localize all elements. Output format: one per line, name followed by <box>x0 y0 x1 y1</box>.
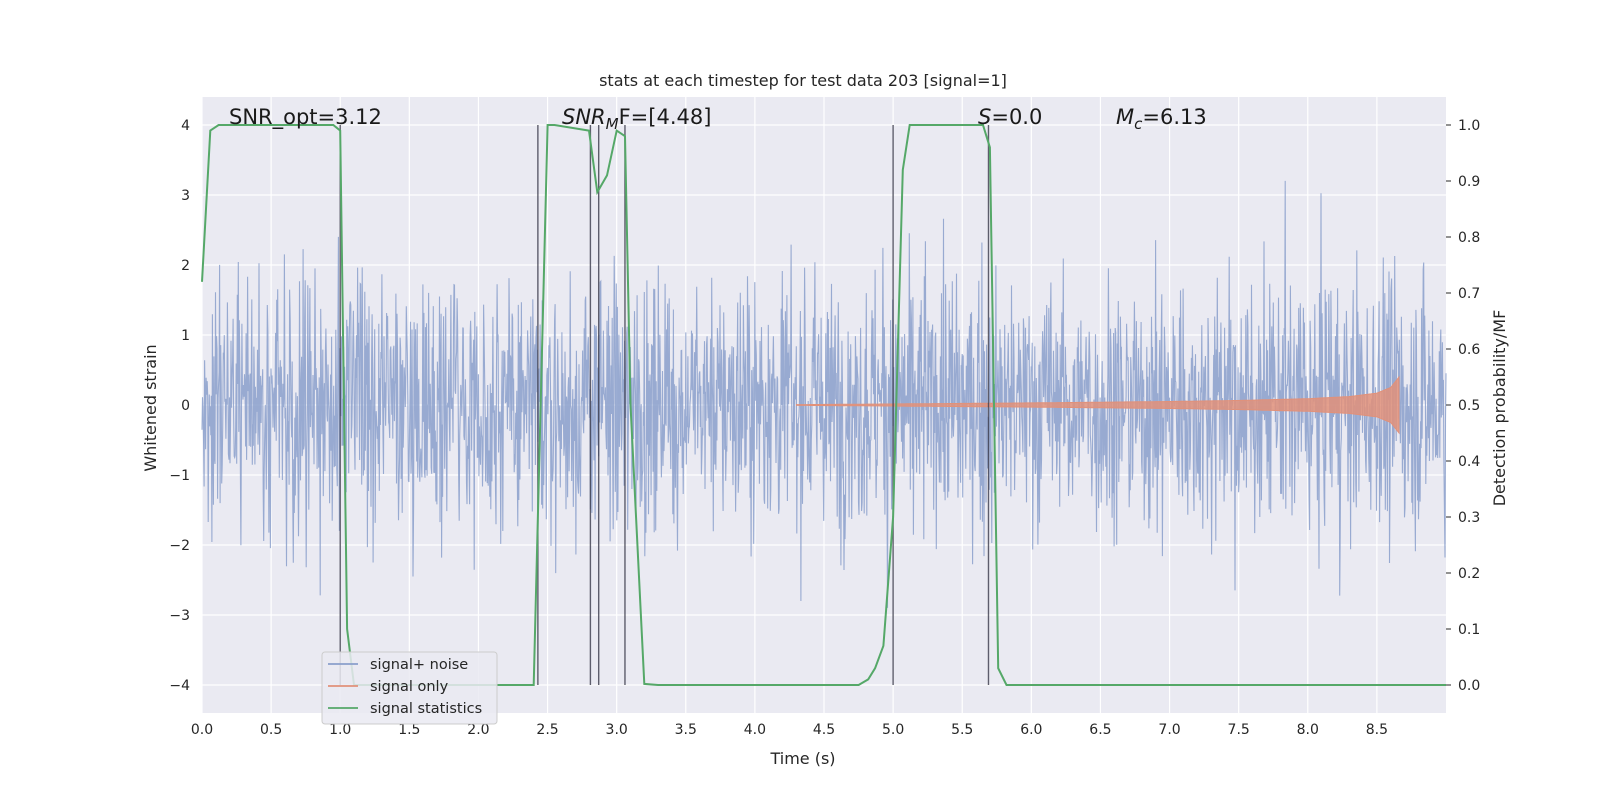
x-axis-label: Time (s) <box>769 749 835 768</box>
x-tick-label: 0.0 <box>191 722 213 738</box>
y-tick-label-right: 0.8 <box>1458 230 1480 246</box>
y-tick-label-right: 0.3 <box>1458 510 1480 526</box>
annotation-s: S=0.0 <box>978 105 1042 129</box>
y-tick-label-left: −2 <box>169 538 190 554</box>
annotation-mc-main: M <box>1116 105 1134 129</box>
y-tick-label-left: −3 <box>169 608 190 624</box>
legend-label-stats: signal statistics <box>370 701 482 717</box>
x-tick-label: 2.0 <box>467 722 489 738</box>
annotation-snr-mf-rest: F=[4.48] <box>619 105 712 129</box>
legend-label-signal: signal only <box>370 679 449 695</box>
x-tick-label: 4.0 <box>744 722 766 738</box>
y-tick-label-right: 0.4 <box>1458 454 1480 470</box>
y-tick-label-left: 3 <box>181 188 190 204</box>
y-tick-label-right: 0.6 <box>1458 342 1480 358</box>
x-tick-label: 5.5 <box>951 722 973 738</box>
y-tick-label-left: 4 <box>181 118 190 134</box>
series-line-stats <box>201 124 1446 686</box>
legend-label-noise: signal+ noise <box>370 657 468 673</box>
y-axis-label-right: Detection probability/MF <box>1490 310 1509 507</box>
annotation-snr-mf-main: SNR <box>562 105 606 129</box>
annotation-mc-sub: c <box>1134 115 1143 133</box>
x-tick-label: 6.5 <box>1089 722 1111 738</box>
y-tick-label-right: 0.0 <box>1458 678 1480 694</box>
series-line-signal <box>795 375 1400 435</box>
legend: signal+ noise signal only signal statist… <box>321 651 498 725</box>
annotation-mc-rest: =6.13 <box>1142 105 1206 129</box>
x-tick-label: 5.0 <box>882 722 904 738</box>
y-tick-label-left: 2 <box>181 258 190 274</box>
x-tick-label: 7.5 <box>1228 722 1250 738</box>
y-tick-label-right: 0.2 <box>1458 566 1480 582</box>
chart-title: stats at each timestep for test data 203… <box>599 71 1007 90</box>
x-tick-label: 1.0 <box>329 722 351 738</box>
annotation-snr-opt: SNR_opt=3.12 <box>229 105 382 130</box>
x-tick-label: 0.5 <box>260 722 282 738</box>
annotation-mc: Mc=6.13 <box>1116 105 1207 133</box>
x-tick-label: 4.5 <box>813 722 835 738</box>
y-tick-label-left: −1 <box>169 468 190 484</box>
y-tick-label-right: 0.7 <box>1458 286 1480 302</box>
x-tick-label: 8.0 <box>1297 722 1319 738</box>
y-tick-label-right: 0.9 <box>1458 174 1480 190</box>
y-tick-label-right: 1.0 <box>1458 118 1480 134</box>
legend-box <box>321 651 498 725</box>
x-tick-label: 3.0 <box>606 722 628 738</box>
x-tick-label: 3.5 <box>675 722 697 738</box>
x-tick-label: 6.0 <box>1020 722 1042 738</box>
y-tick-label-left: 1 <box>181 328 190 344</box>
series-line-noise <box>201 180 1447 608</box>
y-tick-label-right: 0.5 <box>1458 398 1480 414</box>
x-tick-label: 1.5 <box>398 722 420 738</box>
annotation-snr-mf-sub: M <box>606 115 619 133</box>
annotation-s-rest: =0.0 <box>991 105 1042 129</box>
x-tick-label: 2.5 <box>536 722 558 738</box>
y-tick-label-left: −4 <box>169 678 190 694</box>
y-tick-label-right: 0.1 <box>1458 622 1480 638</box>
x-tick-label: 8.5 <box>1366 722 1388 738</box>
y-tick-label-left: 0 <box>181 398 190 414</box>
annotation-s-main: S <box>978 105 991 129</box>
y-axis-label-left: Whitened strain <box>141 344 160 471</box>
x-tick-label: 7.0 <box>1158 722 1180 738</box>
annotation-snr-mf: SNRMF=[4.48] <box>562 105 711 133</box>
